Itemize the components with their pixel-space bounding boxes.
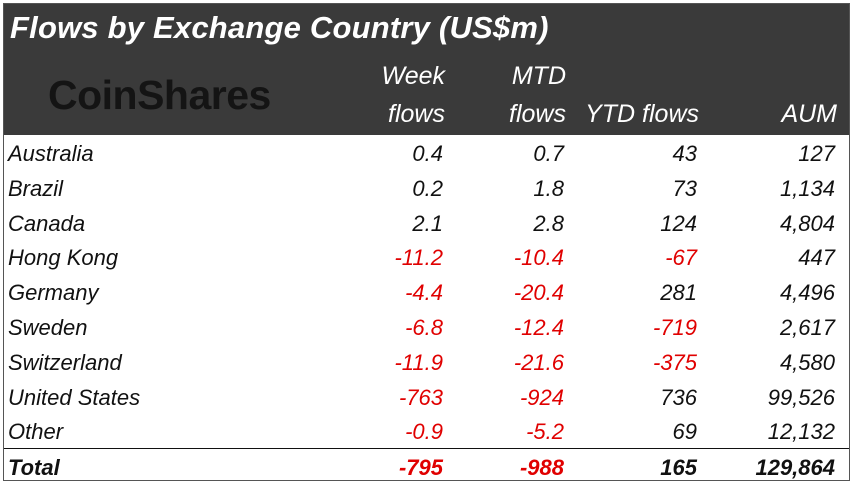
- aum-cell: 4,804: [779, 210, 835, 236]
- mtd-flows-cell: -988: [519, 455, 564, 481]
- week-flows-cell: 0.4: [412, 141, 443, 166]
- total-row: Total -795 -988 165 129,864: [4, 448, 849, 484]
- week-flows-cell: -6.8: [405, 314, 443, 340]
- table-row: Sweden -6.8 -12.4 -719 2,617: [4, 309, 849, 344]
- mtd-flows-cell: 0.7: [533, 141, 564, 166]
- header-ytd: YTD flows: [585, 100, 699, 128]
- country-cell: Canada: [8, 210, 86, 236]
- table-title: Flows by Exchange Country (US$m): [10, 10, 549, 45]
- ytd-flows-cell: 43: [672, 141, 697, 166]
- week-flows-cell: -763: [398, 384, 443, 410]
- country-cell: United States: [8, 384, 141, 410]
- ytd-flows-cell: 165: [660, 455, 697, 481]
- country-cell: Sweden: [8, 314, 88, 340]
- aum-cell: 99,526: [767, 384, 835, 410]
- aum-cell: 2,617: [779, 314, 835, 340]
- table-row: Switzerland -11.9 -21.6 -375 4,580: [4, 344, 849, 379]
- header-week-line1: Week: [381, 62, 445, 90]
- ytd-flows-cell: 736: [660, 384, 697, 410]
- mtd-flows-cell: -21.6: [513, 349, 564, 375]
- country-cell: Total: [8, 455, 60, 481]
- aum-cell: 127: [798, 141, 835, 166]
- week-flows-cell: -4.4: [405, 280, 443, 306]
- table-row: Australia 0.4 0.7 43 127: [4, 135, 849, 170]
- aum-cell: 447: [798, 245, 835, 271]
- week-flows-cell: 2.1: [412, 210, 443, 236]
- country-cell: Switzerland: [8, 349, 122, 375]
- ytd-flows-cell: 73: [672, 175, 697, 201]
- ytd-flows-cell: 281: [660, 280, 697, 306]
- week-flows-cell: -11.2: [394, 245, 443, 271]
- country-cell: Hong Kong: [8, 245, 119, 271]
- table-body: Australia 0.4 0.7 43 127 Brazil 0.2 1.8 73 1,134 C…: [4, 135, 849, 484]
- table-row: Brazil 0.2 1.8 73 1,134: [4, 170, 849, 205]
- flows-table-frame: Flows by Exchange Country (US$m) CoinSha…: [3, 3, 850, 481]
- table-header: Flows by Exchange Country (US$m) CoinSha…: [4, 4, 849, 135]
- mtd-flows-cell: -5.2: [526, 419, 564, 445]
- ytd-flows-cell: -67: [665, 245, 697, 271]
- mtd-flows-cell: -10.4: [513, 245, 564, 271]
- aum-cell: 12,132: [767, 419, 835, 445]
- country-cell: Australia: [8, 141, 94, 166]
- aum-cell: 129,864: [755, 455, 835, 481]
- mtd-flows-cell: -924: [519, 384, 564, 410]
- header-aum: AUM: [781, 100, 837, 128]
- aum-cell: 4,496: [779, 280, 835, 306]
- table-row: Canada 2.1 2.8 124 4,804: [4, 205, 849, 240]
- header-week-line2: flows: [388, 100, 445, 128]
- aum-cell: 1,134: [779, 175, 835, 201]
- header-mtd-line1: MTD: [511, 62, 566, 90]
- ytd-flows-cell: 124: [660, 210, 697, 236]
- ytd-flows-cell: -719: [652, 314, 697, 340]
- table-row: United States -763 -924 736 99,526: [4, 379, 849, 414]
- coinshares-logo: CoinShares: [48, 72, 271, 118]
- mtd-flows-cell: 1.8: [533, 175, 564, 201]
- week-flows-cell: 0.2: [412, 175, 443, 201]
- table-row: Germany -4.4 -20.4 281 4,496: [4, 274, 849, 309]
- week-flows-cell: -0.9: [405, 419, 443, 445]
- ytd-flows-cell: 69: [672, 419, 697, 445]
- country-cell: Brazil: [8, 175, 64, 201]
- country-cell: Germany: [8, 280, 99, 306]
- mtd-flows-cell: -12.4: [513, 314, 564, 340]
- header-mtd-line2: flows: [509, 100, 566, 128]
- mtd-flows-cell: -20.4: [513, 280, 564, 306]
- aum-cell: 4,580: [779, 349, 835, 375]
- ytd-flows-cell: -375: [652, 349, 697, 375]
- country-cell: Other: [8, 419, 64, 445]
- week-flows-cell: -11.9: [394, 349, 443, 375]
- mtd-flows-cell: 2.8: [533, 210, 564, 236]
- table-row: Hong Kong -11.2 -10.4 -67 447: [4, 239, 849, 274]
- week-flows-cell: -795: [398, 455, 443, 481]
- table-row: Other -0.9 -5.2 69 12,132: [4, 413, 849, 448]
